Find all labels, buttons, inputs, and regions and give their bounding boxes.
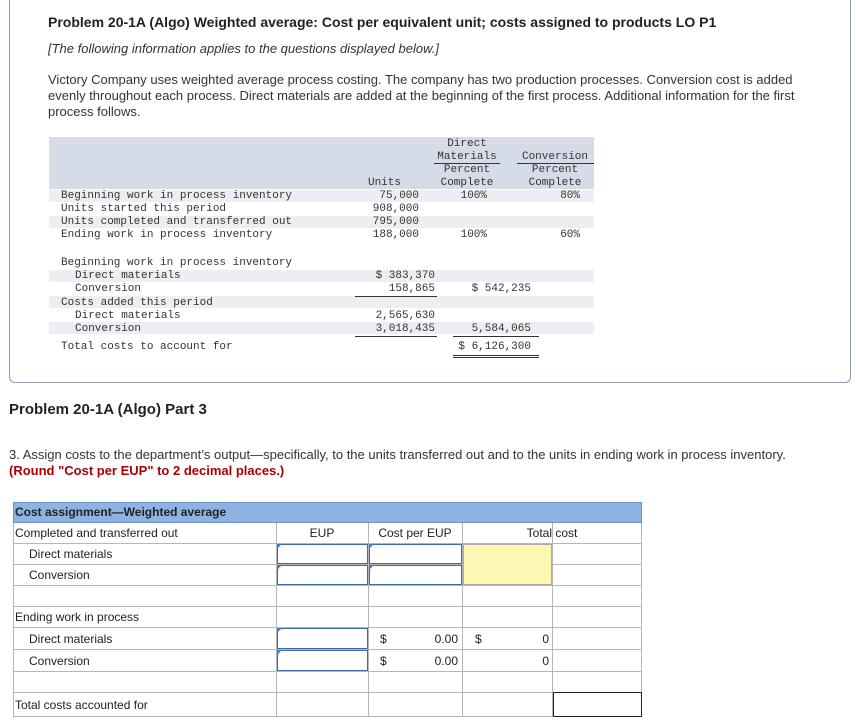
- table-title: Cost assignment—Weighted average: [15, 505, 227, 519]
- conv-header-rule: [517, 163, 594, 164]
- col-divider: [368, 523, 369, 717]
- table-border: [641, 523, 642, 717]
- beginning-wip-label: Beginning work in process inventory: [61, 257, 293, 269]
- add-subtotal-rule: [355, 336, 437, 337]
- total-costs-value: $ 6,126,300: [458, 341, 531, 353]
- problem-intro: Victory Company uses weighted average pr…: [48, 72, 795, 119]
- ending-conv-total-cost: 0: [542, 654, 549, 668]
- conv-header-1: Conversion: [521, 151, 588, 163]
- cost-per-eup-column-header: Cost per EUP: [378, 526, 452, 540]
- dm-header-2: Materials: [437, 151, 497, 163]
- ending-conv-cost-per-eup: 0.00: [434, 654, 458, 668]
- ending-dm-label: Direct materials: [29, 632, 113, 646]
- part-heading: Problem 20-1A (Algo) Part 3: [9, 401, 207, 418]
- ending-conv-rate-dollar: $: [380, 654, 387, 668]
- unit-row-label: Units completed and transferred out: [61, 216, 293, 228]
- costs-added-label: Costs added this period: [61, 297, 213, 309]
- question-prefix: 3. Assign costs to the department’s outp…: [9, 447, 786, 462]
- row-rule: [13, 649, 642, 650]
- total-costs-label: Total costs to account for: [61, 341, 233, 353]
- conv-header-2: Percent: [531, 164, 579, 176]
- completed-dm-eup-input[interactable]: [277, 544, 368, 564]
- question-text: 3. Assign costs to the department’s outp…: [9, 447, 809, 479]
- dm-header-4: Complete: [440, 177, 494, 189]
- ending-dm-rate-dollar: $: [380, 632, 387, 646]
- unit-row-label: Beginning work in process inventory: [61, 190, 293, 202]
- beg-conv-value: 158,865: [388, 283, 435, 295]
- unit-row-dm: 100%: [460, 229, 487, 241]
- row-stripe: [49, 296, 594, 308]
- completed-section-label: Completed and transferred out: [15, 526, 178, 540]
- total-double-rule-1: [453, 355, 539, 356]
- row-rule: [13, 671, 642, 672]
- beg-dm-label: Direct materials: [75, 270, 181, 282]
- add-dm-label: Direct materials: [75, 310, 181, 322]
- table-border: [13, 523, 14, 717]
- beg-total-value: $ 542,235: [471, 283, 531, 295]
- row-rule: [13, 543, 642, 544]
- add-conv-label: Conversion: [75, 323, 142, 335]
- cost-assignment-table: Cost assignment—Weighted average Complet…: [13, 502, 642, 717]
- question-rounding-note: (Round "Cost per EUP" to 2 decimal place…: [9, 463, 285, 478]
- completed-conv-eup-input[interactable]: [277, 565, 368, 585]
- col-divider: [552, 523, 553, 717]
- row-rule: [13, 692, 642, 693]
- row-rule: [13, 606, 642, 607]
- row-stripe: [49, 190, 594, 202]
- completed-conv-label: Conversion: [29, 568, 90, 582]
- total-accounted-label: Total costs accounted for: [15, 698, 148, 712]
- row-rule: [13, 716, 642, 717]
- row-rule: [13, 627, 642, 628]
- completed-dm-cost-per-eup-input[interactable]: [369, 544, 462, 564]
- ending-dm-eup-input[interactable]: [277, 628, 368, 649]
- beg-conv-label: Conversion: [75, 283, 142, 295]
- add-dm-value: 2,565,630: [375, 310, 435, 322]
- dm-header-1: Direct: [447, 138, 487, 150]
- total-double-rule-2: [453, 357, 539, 358]
- unit-row-label: Units started this period: [61, 203, 227, 215]
- row-rule: [13, 585, 642, 586]
- add-total-value: 5,584,065: [471, 323, 531, 335]
- conv-header-3: Complete: [528, 177, 582, 189]
- ending-dm-total-dollar: $: [475, 632, 482, 646]
- table-title-row: [13, 502, 642, 523]
- unit-row-conv: 80%: [560, 190, 580, 202]
- ending-conv-label: Conversion: [29, 654, 90, 668]
- dm-header-3: Percent: [443, 164, 491, 176]
- problem-subnote: [The following information applies to th…: [48, 41, 439, 56]
- ending-dm-cost-per-eup: 0.00: [434, 632, 458, 646]
- problem-title: Problem 20-1A (Algo) Weighted average: C…: [48, 14, 717, 30]
- completed-conv-cost-per-eup-input[interactable]: [369, 565, 462, 585]
- unit-row-conv: 60%: [560, 229, 580, 241]
- problem-info-box: [9, 0, 851, 383]
- total-accounted-cell: [553, 692, 642, 717]
- row-stripe: [49, 270, 594, 282]
- beg-subtotal-rule: [355, 296, 437, 297]
- add-conv-value: 3,018,435: [375, 323, 435, 335]
- unit-row-units: 795,000: [372, 216, 419, 228]
- ending-wip-section-label: Ending work in process: [15, 610, 140, 624]
- completed-total-cost-cell: [463, 544, 552, 585]
- row-stripe: [49, 322, 594, 334]
- unit-row-dm: 100%: [460, 190, 487, 202]
- completed-dm-label: Direct materials: [29, 547, 113, 561]
- total-rule: [453, 336, 539, 337]
- unit-row-units: 908,000: [372, 203, 419, 215]
- unit-row-label: Ending work in process inventory: [61, 229, 273, 241]
- col-divider: [462, 523, 463, 717]
- ending-dm-total-cost: 0: [542, 632, 549, 646]
- beg-dm-value: $ 383,370: [375, 270, 435, 282]
- row-rule: [13, 564, 642, 565]
- unit-row-units: 188,000: [372, 229, 419, 241]
- eup-column-header: EUP: [309, 526, 335, 540]
- dm-header-rule: [434, 163, 500, 164]
- ending-conv-eup-input[interactable]: [277, 650, 368, 671]
- total-cost-column-header: Total cost: [526, 526, 578, 540]
- row-stripe: [49, 216, 594, 228]
- col-divider: [276, 523, 277, 717]
- production-table-header: [49, 137, 594, 189]
- unit-row-units: 75,000: [379, 190, 419, 202]
- units-header: Units: [367, 177, 401, 189]
